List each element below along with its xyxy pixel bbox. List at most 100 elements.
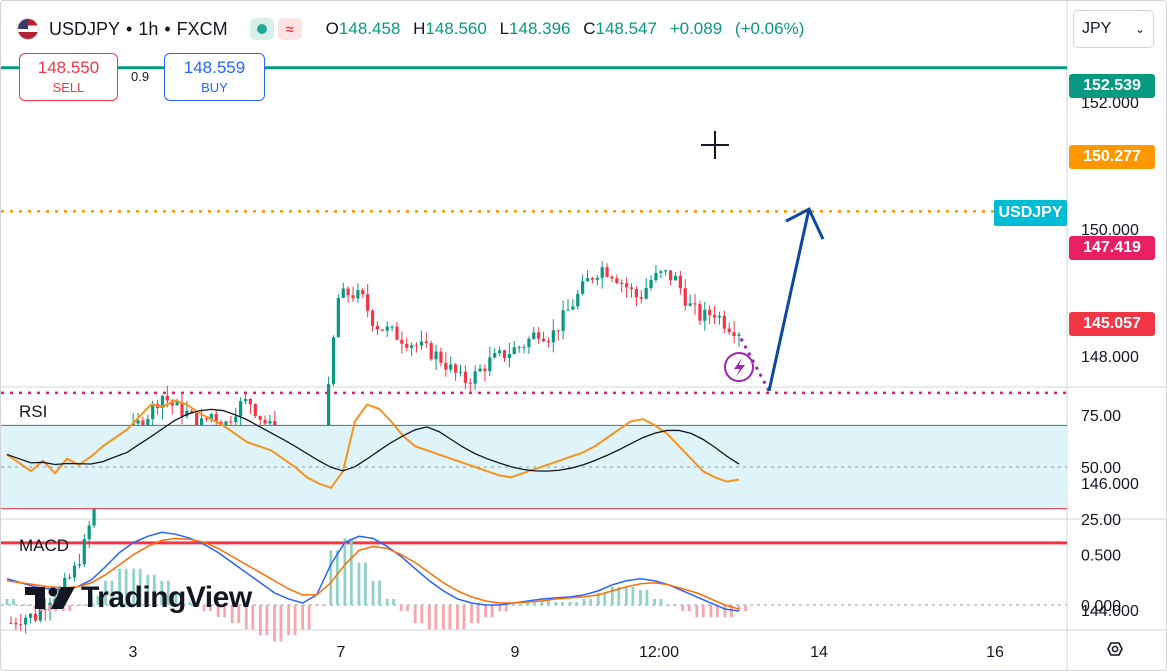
rsi-line [6,399,740,489]
candle-body [522,347,526,349]
macd-signal-line [6,537,740,610]
candle-body [683,288,687,306]
macd-histogram-bar [258,605,262,636]
candle-body [541,338,546,342]
candle-body [703,309,707,321]
macd-histogram-bar [715,605,719,618]
candle-body [585,278,590,282]
candle-body [488,357,492,372]
macd-histogram-bar [561,601,564,605]
candle-body [532,332,536,339]
price-tag-150277[interactable]: 150.277 [1069,145,1155,169]
currency-select[interactable]: JPY ⌄ [1073,10,1154,48]
macd-histogram-bar [596,592,600,605]
macd-histogram-bar [730,605,733,618]
candle-body [439,351,443,363]
macd-histogram-bar [5,598,9,605]
macd-histogram-bar [653,598,656,605]
data-source[interactable]: FXCM [176,18,228,39]
candle-body [634,288,638,298]
candle-body [629,287,634,289]
macd-histogram-bar [667,605,671,606]
macd-histogram-bar [462,605,466,630]
candle-body [151,403,155,419]
candle-body [356,290,360,299]
candle-body [351,295,355,299]
symbol-name[interactable]: USDJPY [49,18,121,39]
price-tag-147419[interactable]: 147.419 [1069,236,1155,260]
candle-body [605,267,609,277]
interval[interactable]: 1h [138,18,159,39]
macd-histogram-bar [631,586,635,605]
candle-body [175,402,179,406]
macd-histogram-bar [349,538,353,605]
macd-histogram-bar [160,580,164,605]
close-value: 148.547 [595,19,657,38]
candle-body [43,608,47,610]
chevron-down-icon: ⌄ [1134,22,1145,36]
candle-body [722,315,726,329]
candle-body [14,622,18,625]
open-label: O [325,19,339,38]
gear-shape [1107,642,1123,656]
macd-histogram-bar [575,601,578,605]
tradingview-mark-icon [25,587,75,609]
macd-histogram-bar [554,601,558,605]
price-tag-152539[interactable]: 152.539 [1069,74,1155,98]
time-tick-label: 16 [986,644,1004,661]
buy-label: BUY [201,80,228,95]
macd-histogram-bar [659,598,663,605]
macd-histogram-bar [90,595,93,605]
candle-body [444,362,448,370]
candle-body [424,341,428,344]
sell-button[interactable]: 148.550 SELL [19,53,118,101]
macd-histogram-bar [82,605,86,606]
candle-body [468,382,472,384]
candle-body [395,326,399,340]
candle-body [253,404,257,416]
candle-body [673,275,678,281]
macd-label[interactable]: MACD [19,536,70,555]
macd-histogram-bar [12,598,15,605]
macd-histogram-bar [617,586,621,605]
settings-gear-icon[interactable] [1107,642,1123,656]
candle-body [224,421,228,429]
candle-body [727,328,731,333]
price-tick-label: 148.000 [1081,349,1139,366]
macd-tick-label: 0.500 [1081,548,1121,565]
candle-body [385,326,389,331]
price-tick-label: 146.000 [1081,476,1139,493]
candle-body [366,294,370,311]
candle-body [326,384,331,441]
candle-body [258,415,262,420]
macd-histogram-bar [484,605,488,618]
macd-histogram-bar [118,568,122,605]
candle-body [483,368,487,372]
separator: • [164,18,171,39]
candle-body [24,617,28,625]
candle-body [209,413,213,419]
candle-body [229,421,233,423]
price-tag-145057[interactable]: 145.057 [1069,312,1155,336]
candle-body [346,288,350,296]
time-tick-label: 3 [129,644,138,661]
market-open-icon[interactable] [249,18,274,40]
buy-button[interactable]: 148.559 BUY [164,53,265,101]
macd-histogram-bar [427,605,431,630]
rsi-label[interactable]: RSI [19,402,48,421]
candle-body [463,371,467,383]
macd-histogram-bar [209,605,212,612]
macd-histogram-bar [744,605,747,612]
candle-body [581,281,585,294]
macd-histogram-bar [645,589,649,605]
macd-histogram-bar [265,605,269,636]
macd-histogram-bar [124,568,128,605]
candle-body [190,410,194,414]
candle-body [400,339,404,344]
macd-histogram-bar [737,605,741,612]
candle-body [136,420,140,424]
macd-histogram-bar [273,605,276,642]
macd-histogram-bar [540,598,544,605]
wave-icon[interactable]: ≈ [277,18,302,40]
